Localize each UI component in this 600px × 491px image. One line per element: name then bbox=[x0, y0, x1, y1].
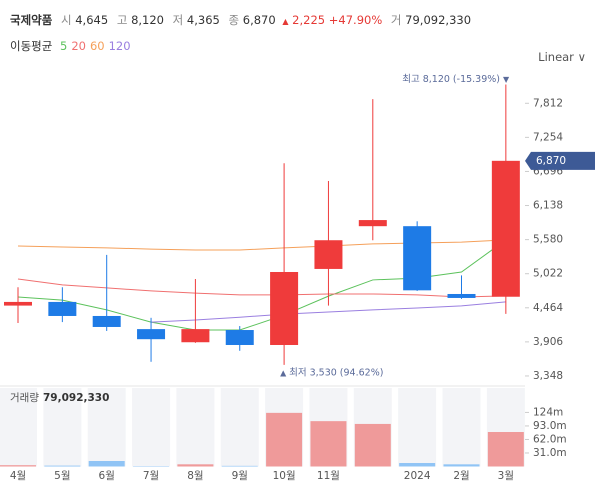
moving-average-line bbox=[17, 278, 506, 298]
volume-column-bg bbox=[176, 388, 215, 467]
y-tick-label: 5,580 bbox=[533, 234, 563, 246]
volume-bar bbox=[310, 421, 347, 467]
volume-bar bbox=[354, 423, 391, 467]
close-label: 종 bbox=[228, 13, 240, 27]
x-tick-label: 9월 bbox=[232, 470, 248, 482]
ma-legend-item: 60 bbox=[89, 39, 105, 53]
change-value: 2,225 bbox=[292, 13, 326, 27]
candle-body bbox=[137, 329, 166, 340]
x-tick-label: 11월 bbox=[317, 470, 340, 482]
candle-body bbox=[314, 240, 343, 269]
y-tick-label: 6,138 bbox=[533, 200, 563, 212]
volume-label: 거 bbox=[390, 13, 402, 27]
low-label: 저 bbox=[172, 13, 184, 27]
volume-bar bbox=[177, 464, 214, 467]
volume-column-bg bbox=[398, 388, 437, 467]
volume-title: 거래량 79,092,330 bbox=[10, 392, 109, 404]
y-tick-label: 4,464 bbox=[533, 302, 563, 314]
ma-legend-title: 이동평균 bbox=[10, 39, 53, 53]
volume-bar bbox=[221, 465, 258, 467]
high-value: 8,120 bbox=[131, 13, 165, 27]
price-tag bbox=[525, 151, 595, 170]
x-tick-label: 4월 bbox=[10, 470, 26, 482]
low-arrow: ▲ bbox=[280, 368, 287, 377]
high-annotation: 최고 8,120 (-15.39%) bbox=[402, 74, 500, 85]
y-tick-label: 3,906 bbox=[533, 336, 563, 348]
volume-bar bbox=[88, 461, 125, 467]
high-label: 고 bbox=[116, 13, 128, 27]
candle-body bbox=[447, 293, 476, 298]
x-tick-label: 3월 bbox=[498, 470, 514, 482]
x-tick-label: 8월 bbox=[187, 470, 203, 482]
ma-legend: 이동평균 5 20 60 120 bbox=[10, 38, 131, 54]
x-tick-label: 2월 bbox=[453, 470, 469, 482]
x-tick-label: 7월 bbox=[143, 470, 159, 482]
low-annotation: 최저 3,530 (94.62%) bbox=[289, 367, 383, 378]
open-label: 시 bbox=[60, 13, 72, 27]
candle-body bbox=[270, 271, 299, 345]
volume-bar bbox=[443, 464, 480, 467]
x-tick-label: 2024 bbox=[404, 470, 431, 482]
y-tick-label: 3,348 bbox=[533, 370, 563, 382]
volume-bar bbox=[399, 463, 436, 467]
y-tick-label: 7,254 bbox=[533, 131, 563, 143]
open-value: 4,645 bbox=[75, 13, 109, 27]
volume-column-bg bbox=[442, 388, 481, 467]
candle-body bbox=[491, 160, 520, 297]
moving-average-line bbox=[151, 301, 506, 323]
candle-body bbox=[225, 330, 254, 345]
candle-body bbox=[181, 329, 210, 343]
volume-y-tick-label: 62.0m bbox=[533, 433, 567, 445]
x-tick-label: 5월 bbox=[54, 470, 70, 482]
x-tick-label: 10월 bbox=[273, 470, 296, 482]
low-value: 4,365 bbox=[186, 13, 220, 27]
high-arrow: ▼ bbox=[503, 75, 510, 84]
volume-column-bg bbox=[0, 388, 37, 467]
ma-legend-item: 5 bbox=[59, 39, 68, 53]
ma-legend-item: 20 bbox=[71, 39, 86, 53]
volume-column-bg bbox=[132, 388, 171, 467]
volume-bar bbox=[266, 412, 303, 467]
candle-body bbox=[48, 301, 77, 316]
up-arrow: ▲ bbox=[282, 17, 289, 26]
close-value: 6,870 bbox=[242, 13, 276, 27]
volume-y-tick-label: 93.0m bbox=[533, 420, 567, 432]
scale-dropdown[interactable]: Linear ∨ bbox=[538, 50, 586, 64]
volume-value: 79,092,330 bbox=[405, 13, 472, 27]
ma-legend-item: 120 bbox=[108, 39, 131, 53]
y-tick-label: 7,812 bbox=[533, 97, 563, 109]
volume-column-bg bbox=[87, 388, 126, 467]
header: 국제약품 시 4,645 고 8,120 저 4,365 종 6,870 ▲ 2… bbox=[10, 12, 471, 28]
volume-y-tick-label: 124m bbox=[533, 406, 563, 418]
moving-average-line bbox=[17, 239, 506, 251]
change-pct: +47.90% bbox=[328, 13, 383, 27]
stock-name: 국제약품 bbox=[10, 13, 53, 27]
moving-average-line bbox=[17, 239, 507, 331]
volume-title-value: 79,092,330 bbox=[43, 392, 109, 404]
volume-column-bg bbox=[43, 388, 82, 467]
candle-body bbox=[403, 226, 432, 291]
candle-body bbox=[4, 301, 32, 306]
x-tick-label: 6월 bbox=[99, 470, 115, 482]
volume-bar bbox=[487, 432, 524, 467]
volume-column-bg bbox=[220, 388, 259, 467]
volume-bar bbox=[0, 465, 36, 467]
y-tick-label: 5,022 bbox=[533, 268, 563, 280]
volume-title-label: 거래량 bbox=[10, 392, 39, 404]
scale-label: Linear bbox=[538, 50, 574, 64]
candle-body bbox=[92, 315, 121, 327]
price-tag-label: 6,870 bbox=[536, 155, 566, 167]
volume-bar bbox=[44, 465, 81, 467]
volume-y-tick-label: 31.0m bbox=[533, 447, 567, 459]
candle-body bbox=[358, 220, 387, 227]
